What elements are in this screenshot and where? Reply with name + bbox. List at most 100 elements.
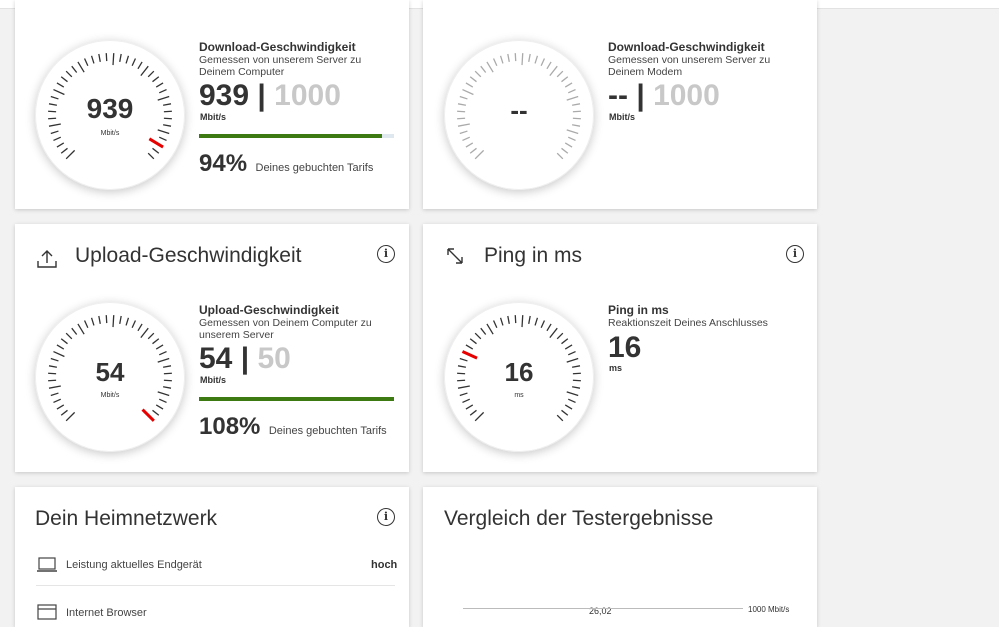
gauge-tick <box>159 399 166 402</box>
gauge-tick <box>522 53 523 65</box>
speed-unit: Mbit/s <box>200 112 226 122</box>
gauge-tick <box>466 405 473 409</box>
gauge-tick <box>565 405 572 409</box>
network-row-value: hoch <box>371 559 397 571</box>
value-separator: | <box>636 79 653 112</box>
percent-label: Deines gebuchten Tarifs <box>256 162 374 174</box>
gauge-tick <box>61 339 67 344</box>
card-title: Upload-Geschwindigkeit <box>75 244 301 268</box>
gauge-needle <box>149 139 163 147</box>
gauge-value: 939 <box>35 93 185 125</box>
info-icon[interactable]: i <box>377 245 395 263</box>
gauge-unit: Mbit/s <box>35 130 185 137</box>
card-title: Dein Heimnetzwerk <box>35 507 217 531</box>
speed-value: 54 | 50 <box>199 342 291 376</box>
gauge-tick <box>568 352 575 355</box>
gauge-tick <box>57 143 64 147</box>
gauge-tick <box>501 56 503 64</box>
ping-arrows-icon <box>445 246 467 268</box>
ping-value: 16 <box>608 331 641 365</box>
download-modem-card: -- Download-Geschwindigkeit Gemessen von… <box>423 0 817 209</box>
speed-unit: Mbit/s <box>200 375 226 385</box>
gauge-tick <box>470 77 476 82</box>
gauge-needle <box>143 410 154 421</box>
gauge-tick <box>66 333 72 339</box>
speed-value: 939 | 1000 <box>199 79 341 113</box>
gauge-tick <box>156 83 163 87</box>
measured-value: 939 <box>199 79 249 112</box>
info-icon[interactable]: i <box>377 508 395 526</box>
gauge-value: 54 <box>35 357 185 388</box>
divider <box>36 585 395 586</box>
gauge-tick <box>470 410 476 415</box>
gauge-tick <box>487 62 493 72</box>
gauge-tick <box>57 405 64 409</box>
gauge-tick <box>568 399 575 402</box>
gauge-tick <box>568 90 575 93</box>
speed-title: Download-Geschwindigkeit <box>199 40 356 54</box>
gauge-tick <box>462 90 473 95</box>
gauge-tick <box>481 328 486 334</box>
gauge-tick <box>113 315 114 327</box>
gauge-tick <box>57 83 64 87</box>
gauge-tick <box>53 352 64 357</box>
gauge-tick <box>148 71 154 77</box>
gauge-tick <box>562 148 568 153</box>
gauge-tick <box>494 58 497 65</box>
ping-title: Ping in ms <box>608 303 669 317</box>
gauge-tick <box>541 58 544 65</box>
percent-label: Deines gebuchten Tarifs <box>269 425 387 437</box>
progress-fill <box>199 397 394 401</box>
gauge-tick <box>466 345 473 349</box>
progress-fill <box>199 134 382 138</box>
gauge-tick <box>57 345 64 349</box>
gauge-tick <box>92 318 94 326</box>
gauge-tick <box>557 415 563 421</box>
speed-subtitle: Gemessen von unserem Server zu Deinem Mo… <box>608 54 808 78</box>
gauge-tick <box>475 150 483 158</box>
gauge-tick <box>153 339 159 344</box>
gauge-tick <box>53 137 60 140</box>
gauge-tick <box>529 54 530 62</box>
gauge-tick <box>466 143 473 147</box>
max-value: 50 <box>257 342 290 375</box>
upload-icon <box>36 248 58 270</box>
tariff-percentage: 94% Deines gebuchten Tarifs <box>199 150 373 178</box>
comparison-card: Vergleich der Testergebnisse 26,02 1000 … <box>423 487 817 627</box>
percent-value: 94% <box>199 150 247 177</box>
gauge-tick <box>568 137 575 140</box>
gauge-tick <box>85 58 88 65</box>
gauge-tick <box>547 62 551 69</box>
gauge-tick <box>565 143 572 147</box>
max-value: 1000 <box>274 79 341 112</box>
laptop-icon <box>36 556 58 574</box>
measured-value: 54 <box>199 342 232 375</box>
card-title: Vergleich der Testergebnisse <box>444 507 713 531</box>
gauge-tick <box>159 352 166 355</box>
gauge-tick <box>481 66 486 72</box>
gauge-tick <box>508 316 509 324</box>
gauge-tick <box>78 324 84 334</box>
tariff-progress-bar <box>199 134 394 138</box>
gauge-tick <box>535 318 537 326</box>
gauge-tick <box>138 324 142 331</box>
gauge-tick <box>460 131 468 133</box>
gauge-tick <box>120 54 121 62</box>
comparison-axis <box>463 608 743 609</box>
info-icon[interactable]: i <box>786 245 804 263</box>
gauge-tick <box>557 71 563 77</box>
ping-subtitle: Reaktionszeit Deines Anschlusses <box>608 317 808 329</box>
gauge-tick <box>466 83 473 87</box>
gauge-tick <box>487 324 493 334</box>
card-title: Ping in ms <box>484 244 582 268</box>
upload-gauge: 54 Mbit/s <box>35 302 185 452</box>
gauge-tick <box>61 148 67 153</box>
comparison-max-label: 1000 Mbit/s <box>748 605 789 614</box>
gauge-tick <box>132 58 135 65</box>
gauge-tick <box>159 137 166 140</box>
gauge-tick <box>141 328 148 337</box>
gauge-tick <box>470 148 476 153</box>
gauge-tick <box>132 320 135 327</box>
gauge-tick <box>565 83 572 87</box>
speed-subtitle: Gemessen von unserem Server zu Deinem Co… <box>199 54 399 78</box>
